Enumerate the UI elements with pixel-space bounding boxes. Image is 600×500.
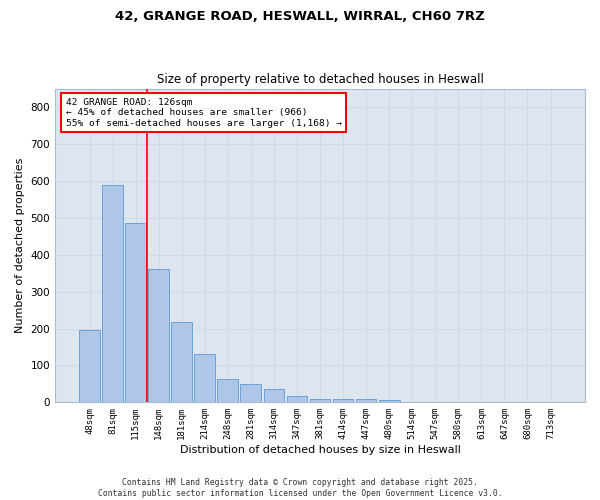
Text: Contains HM Land Registry data © Crown copyright and database right 2025.
Contai: Contains HM Land Registry data © Crown c…: [98, 478, 502, 498]
Bar: [379, 400, 400, 402]
X-axis label: Distribution of detached houses by size in Heswall: Distribution of detached houses by size …: [179, 445, 460, 455]
Bar: [194, 354, 215, 403]
Bar: [287, 396, 307, 402]
Bar: [241, 384, 261, 402]
Y-axis label: Number of detached properties: Number of detached properties: [15, 158, 25, 333]
Bar: [356, 400, 376, 402]
Bar: [263, 390, 284, 402]
Bar: [79, 330, 100, 402]
Bar: [148, 270, 169, 402]
Bar: [217, 379, 238, 402]
Bar: [172, 322, 192, 402]
Title: Size of property relative to detached houses in Heswall: Size of property relative to detached ho…: [157, 73, 484, 86]
Bar: [310, 398, 331, 402]
Bar: [125, 222, 146, 402]
Text: 42 GRANGE ROAD: 126sqm
← 45% of detached houses are smaller (966)
55% of semi-de: 42 GRANGE ROAD: 126sqm ← 45% of detached…: [65, 98, 341, 128]
Bar: [332, 398, 353, 402]
Bar: [102, 186, 123, 402]
Text: 42, GRANGE ROAD, HESWALL, WIRRAL, CH60 7RZ: 42, GRANGE ROAD, HESWALL, WIRRAL, CH60 7…: [115, 10, 485, 23]
